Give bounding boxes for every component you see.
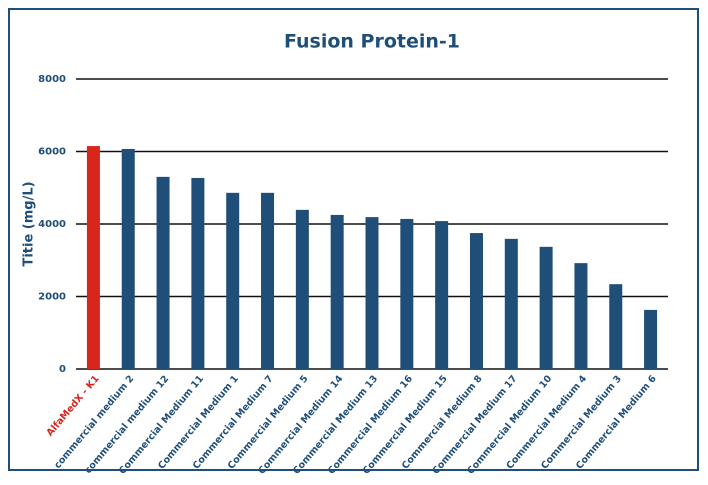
- bar: [644, 309, 658, 369]
- y-tick-label: 8000: [38, 74, 66, 85]
- y-tick-label: 6000: [38, 147, 66, 158]
- y-tick-label: 4000: [38, 219, 66, 230]
- y-tick-label: 0: [59, 364, 66, 375]
- y-axis-label: Titie (mg/L): [22, 181, 37, 266]
- bar: [226, 192, 240, 369]
- bar: [469, 233, 483, 369]
- chart-title: Fusion Protein-1: [284, 31, 460, 53]
- bar: [609, 284, 623, 369]
- bar: [330, 214, 344, 369]
- bar: [574, 263, 588, 369]
- bar: [365, 217, 379, 369]
- bar: [86, 146, 100, 369]
- bar: [504, 238, 518, 369]
- bar: [435, 221, 449, 369]
- bar: [400, 218, 414, 369]
- bar: [121, 148, 135, 369]
- y-tick-label: 2000: [38, 292, 66, 303]
- bar: [191, 177, 205, 369]
- bar: [539, 246, 553, 369]
- bar: [261, 192, 275, 369]
- bar: [156, 176, 170, 369]
- bar: [295, 209, 309, 369]
